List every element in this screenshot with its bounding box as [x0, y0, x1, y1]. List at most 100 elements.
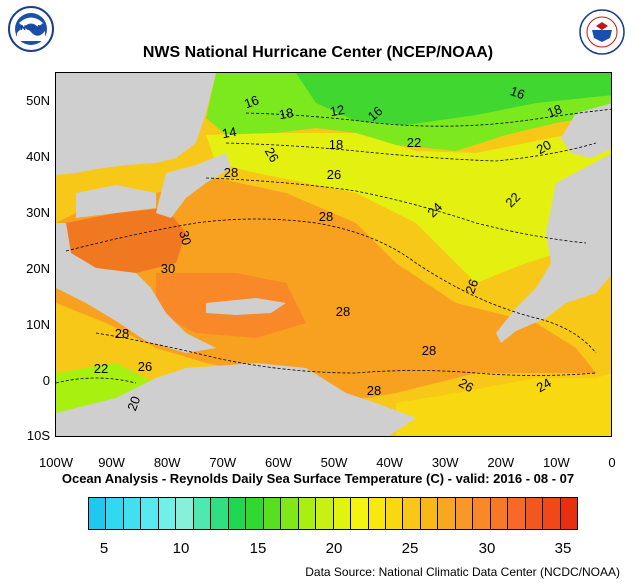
contour-label: 16 — [508, 83, 527, 102]
lon-label: 80W — [153, 455, 181, 470]
color-swatch — [455, 498, 474, 529]
color-swatch — [228, 498, 247, 529]
south-atlantic-zone — [396, 373, 611, 436]
contour-label: 16 — [242, 92, 261, 111]
contour-label: 26 — [138, 359, 152, 374]
color-swatch — [316, 498, 334, 529]
contour-label: 28 — [336, 304, 350, 319]
sst-map: 16 12 16 18 16 18 14 26 18 22 20 28 26 22 24 28 30 30 26 28… — [55, 72, 612, 437]
color-scale-label: 25 — [401, 540, 419, 557]
color-scale-label: 35 — [554, 540, 572, 557]
contour-label: 26 — [327, 167, 341, 182]
color-swatch — [263, 498, 282, 529]
isotherm-26-south — [95, 332, 597, 376]
color-scale-label: 5 — [99, 540, 109, 557]
lat-label: 0 — [42, 373, 50, 388]
contour-label: 28 — [115, 326, 129, 341]
color-swatch — [123, 498, 142, 529]
lon-label: 0 — [608, 455, 616, 470]
nws-logo — [578, 8, 625, 55]
contour-label: 28 — [367, 383, 381, 398]
contour-label: 26 — [462, 277, 481, 296]
lon-label: 10W — [543, 455, 570, 470]
color-swatch — [176, 498, 194, 529]
lat-label: 30N — [26, 205, 50, 220]
lon-label: 100W — [39, 455, 73, 470]
coldest-water-zone — [296, 73, 611, 125]
isotherm-26 — [205, 177, 587, 244]
contour-label: 18 — [278, 105, 295, 122]
contour-label: 14 — [221, 124, 238, 141]
contour-label: 22 — [94, 361, 108, 376]
color-swatch — [351, 498, 369, 529]
north-america-land — [56, 73, 216, 175]
gulf-of-mexico-zone — [66, 208, 186, 273]
color-swatch — [298, 498, 317, 529]
contour-label: 24 — [534, 375, 554, 395]
isotherm-18 — [245, 108, 611, 127]
greater-antilles-land — [206, 298, 286, 315]
contour-label: 30 — [161, 261, 175, 276]
lat-label: 20N — [26, 261, 50, 276]
lat-label: 10N — [26, 317, 50, 332]
lon-label: 30W — [431, 455, 459, 470]
isotherm-22 — [225, 142, 597, 162]
noaa-logo: NOAA — [8, 6, 54, 52]
color-swatch — [368, 498, 386, 529]
color-swatch — [420, 498, 439, 529]
us-east-coast-land — [156, 153, 231, 218]
lat-label: 50N — [26, 93, 50, 108]
color-swatch — [141, 498, 159, 529]
mid-lat-zone — [206, 123, 611, 283]
color-swatch — [158, 498, 177, 529]
color-swatch — [560, 498, 578, 529]
chart-subtitle: Ocean Analysis - Reynolds Daily Sea Surf… — [61, 471, 575, 486]
color-swatch — [543, 498, 561, 529]
color-swatch — [490, 498, 509, 529]
contour-label: 26 — [262, 145, 282, 165]
color-swatch — [246, 498, 264, 529]
contour-label: 18 — [329, 137, 343, 152]
lon-label: 50W — [320, 455, 348, 470]
svg-text:NOAA: NOAA — [21, 25, 42, 32]
color-swatch — [438, 498, 456, 529]
color-swatch — [333, 498, 352, 529]
lon-label: 60W — [265, 455, 292, 470]
contour-label: 20 — [534, 137, 554, 157]
lon-label: 20W — [487, 455, 515, 470]
color-swatch — [211, 498, 229, 529]
contour-label: 12 — [329, 102, 346, 119]
contour-label: 30 — [176, 229, 194, 247]
color-swatch — [403, 498, 421, 529]
color-scale-label: 10 — [172, 540, 190, 557]
color-swatch — [89, 498, 107, 529]
contour-label: 20 — [124, 394, 143, 413]
mexico-central-america-land — [56, 223, 216, 353]
chart-title: NWS National Hurricane Center (NCEP/NOAA… — [142, 44, 494, 61]
color-scale-label: 20 — [325, 540, 343, 557]
contour-label: 18 — [545, 101, 564, 120]
lon-label: 40W — [376, 455, 403, 470]
contour-label: 28 — [319, 209, 333, 224]
contour-label: 28 — [422, 343, 436, 358]
isotherm-28 — [65, 218, 597, 354]
africa-land — [496, 154, 611, 343]
color-swatch — [281, 498, 299, 529]
contour-label: 26 — [456, 375, 476, 395]
lat-label: 10S — [26, 428, 50, 443]
south-america-land — [56, 363, 416, 436]
color-swatch — [525, 498, 544, 529]
color-scale-bar — [88, 497, 578, 530]
lon-label: 70W — [209, 455, 237, 470]
lat-label: 40N — [26, 149, 50, 164]
lon-label: 90W — [98, 455, 125, 470]
color-swatch — [106, 498, 124, 529]
color-swatch — [193, 498, 212, 529]
color-scale-label: 30 — [478, 540, 496, 557]
gulf-coast-land — [76, 185, 156, 218]
color-scale-label: 15 — [249, 540, 267, 557]
data-source-note: Data Source: National Climatic Data Cent… — [305, 565, 620, 579]
color-swatch — [385, 498, 404, 529]
isotherm-22-south — [56, 377, 137, 384]
contour-label: 22 — [407, 135, 421, 150]
